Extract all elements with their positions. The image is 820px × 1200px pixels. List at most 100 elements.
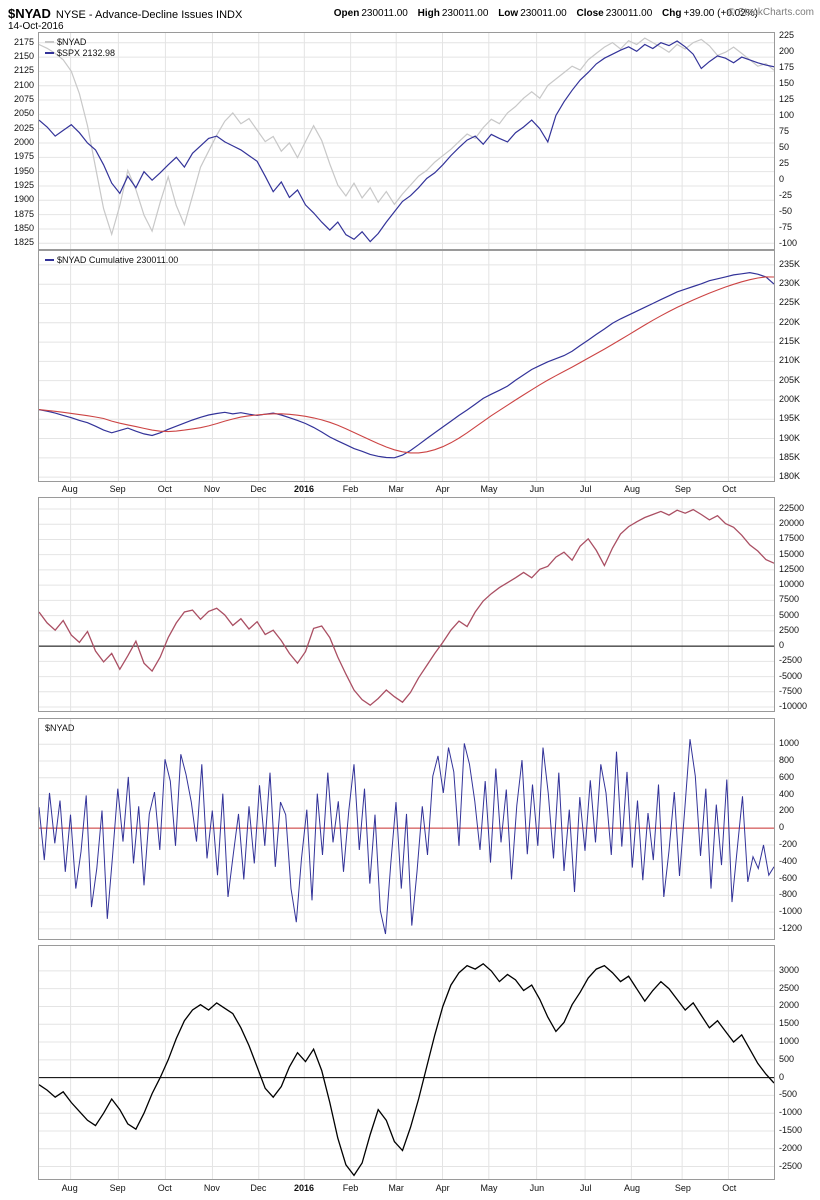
- x-axis-tick-label: Oct: [722, 1183, 737, 1193]
- y-axis-tick-label: 1850: [13, 222, 34, 233]
- y-axis-tick-label: 200: [779, 805, 795, 816]
- y-axis-tick-label: -1200: [779, 922, 803, 933]
- y-axis-tick-label: -500: [779, 1089, 798, 1100]
- x-axis-tick-label: Sep: [674, 1183, 691, 1193]
- y-axis-tick-label: 125: [779, 94, 795, 105]
- series-daily-advance-decline: [39, 739, 774, 935]
- x-axis-tick-label: Mar: [388, 484, 404, 494]
- y-axis-tick-label: 1975: [13, 151, 34, 162]
- legend-label: $NYAD: [45, 722, 75, 733]
- y-axis-tick-label: 5000: [779, 609, 800, 620]
- symbol-description: NYSE - Advance-Decline Issues INDX: [55, 9, 243, 21]
- y-axis-tick-label: 600: [779, 771, 795, 782]
- y-axis-tick-label: -200: [779, 838, 798, 849]
- cumulative-oscillator-plot: [39, 498, 774, 711]
- nyad-cumulative-plot: [39, 251, 774, 481]
- y-axis-tick-label: 175: [779, 62, 795, 73]
- high-value: 230011.00: [441, 8, 489, 19]
- low-value: 230011.00: [520, 8, 567, 19]
- x-axis-tick-label: May: [480, 484, 498, 494]
- y-axis-tick-label: 205K: [779, 374, 801, 385]
- y-axis-tick-label: 200: [779, 46, 795, 57]
- y-axis-tick-label: 10000: [779, 579, 805, 590]
- y-axis-tick-label: -50: [779, 205, 793, 216]
- y-axis-tick-label: -600: [779, 872, 798, 883]
- price-overlay-plot: [39, 33, 774, 249]
- legend-item: $NYAD Cumulative 230011.00: [45, 254, 178, 265]
- x-axis-tick-label: Oct: [722, 484, 737, 494]
- y-axis-tick-label: -25: [779, 189, 793, 200]
- x-axis-tick-label: Nov: [203, 484, 220, 494]
- y-axis-tick-label: 235K: [779, 258, 801, 269]
- y-axis-tick-label: 185K: [779, 451, 801, 462]
- y-axis-tick-label: 22500: [779, 502, 805, 513]
- y-axis-tick-label: 20000: [779, 518, 805, 529]
- x-axis-tick-label: Jul: [579, 1183, 592, 1193]
- legend-item: $SPX 2132.98: [45, 47, 115, 58]
- low-label: Low: [498, 8, 519, 19]
- x-axis-tick-label: Aug: [624, 484, 641, 494]
- legend-item: $NYAD: [45, 36, 115, 47]
- y-axis-tick-label: 17500: [779, 533, 805, 544]
- y-axis-tick-label: 2100: [13, 79, 34, 90]
- y-axis-tick-label: 1950: [13, 165, 34, 176]
- y-axis-tick-label: 2000: [779, 1000, 800, 1011]
- y-axis-tick-label: 50: [779, 142, 790, 153]
- y-axis-tick-label: -1000: [779, 906, 803, 917]
- panel-smoothed-breadth: [38, 945, 775, 1180]
- y-axis-tick-label: 1000: [779, 738, 800, 749]
- x-axis-tick-label: Jun: [529, 484, 545, 494]
- legend-dash-icon: [45, 258, 54, 261]
- x-axis-tick-label: Feb: [342, 484, 359, 494]
- y-axis-tick-label: 2500: [779, 624, 800, 635]
- y-axis-tick-label: 0: [779, 1071, 785, 1082]
- x-axis-tick-label: Oct: [157, 1183, 172, 1193]
- series-smoothed: [39, 962, 774, 1177]
- legend-label: $NYAD: [57, 36, 87, 47]
- y-axis-tick-label: 1000: [779, 1036, 800, 1047]
- series-SPX: [39, 40, 774, 243]
- y-axis-tick-label: -5000: [779, 670, 803, 681]
- y-axis-tick-label: 2125: [13, 65, 34, 76]
- x-axis-tick-label: Sep: [674, 484, 691, 494]
- y-axis-tick-label: 2025: [13, 122, 34, 133]
- legend-dash-icon: [45, 51, 54, 54]
- x-axis-tick-label: Aug: [61, 484, 78, 494]
- symbol-title: $NYAD: [8, 6, 51, 21]
- y-axis-tick-label: 0: [779, 640, 785, 651]
- x-axis-tick-label: 2016: [294, 1183, 315, 1193]
- legend-label: $SPX 2132.98: [57, 47, 116, 58]
- y-axis-tick-label: -75: [779, 221, 793, 232]
- chg-value: +39.00 (+0.02%): [683, 8, 759, 19]
- high-label: High: [417, 8, 440, 19]
- x-axis-tick-label: Dec: [250, 484, 267, 494]
- x-axis-tick-label: May: [480, 1183, 498, 1193]
- legend-label: $NYAD Cumulative 230011.00: [57, 254, 179, 265]
- y-axis-tick-label: 180K: [779, 471, 801, 482]
- y-axis-tick-label: 400: [779, 788, 795, 799]
- y-axis-tick-label: -7500: [779, 685, 803, 696]
- y-axis-tick-label: 2000: [13, 137, 34, 147]
- x-axis-labels-bottom: Aug Sep Oct Nov Dec 2016 Feb Mar Apr May Jun Jul Aug…: [0, 1183, 820, 1195]
- x-axis-tick-label: Jun: [529, 1183, 545, 1193]
- y-axis-tick-label: 2075: [13, 94, 34, 105]
- y-axis-tick-label: -2500: [779, 655, 803, 666]
- y-axis-tick-label: -1000: [779, 1107, 803, 1118]
- y-axis-tick-label: 150: [779, 78, 795, 89]
- y-axis-tick-label: 3000: [779, 964, 800, 975]
- y-axis-tick-label: 1825: [13, 237, 34, 248]
- nyad-daily-plot: [39, 719, 774, 939]
- x-axis-tick-label: Oct: [157, 484, 172, 494]
- y-axis-tick-label: 800: [779, 754, 795, 765]
- panel-nyad-daily: $NYAD: [38, 718, 775, 940]
- y-axis-tick-label: 7500: [779, 594, 800, 605]
- y-axis-tick-label: 230K: [779, 278, 801, 289]
- y-axis-tick-label: 500: [779, 1053, 795, 1064]
- y-axis-tick-label: 220K: [779, 316, 801, 327]
- x-axis-tick-label: Apr: [435, 1183, 450, 1193]
- legend-dash-icon: [45, 40, 54, 43]
- stockcharts-copyright: © StockCharts.com: [727, 7, 814, 18]
- series-oscillator: [39, 508, 774, 707]
- x-axis-labels-middle: Aug Sep Oct Nov Dec 2016 Feb Mar Apr May Jun Jul Aug…: [0, 484, 820, 496]
